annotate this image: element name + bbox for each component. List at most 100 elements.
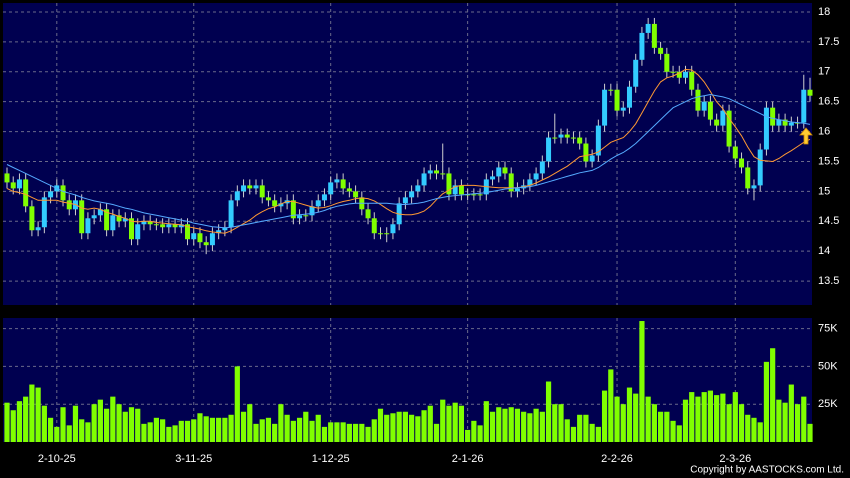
candle-body — [683, 71, 689, 78]
volume-bar — [458, 405, 465, 442]
volume-bar — [620, 404, 626, 442]
volume-bar — [41, 405, 47, 442]
volume-bar — [527, 413, 533, 442]
volume-bar — [290, 420, 296, 442]
candle-body — [434, 170, 440, 174]
x-tick-label: 2-1-26 — [452, 453, 484, 465]
volume-bar — [240, 411, 247, 442]
volume-bar — [409, 414, 415, 442]
volume-bar — [4, 402, 10, 442]
volume-bar — [608, 369, 614, 442]
candle-body — [353, 191, 359, 198]
candle-body — [614, 89, 620, 111]
candle-body — [315, 200, 321, 207]
candle-body — [589, 155, 595, 162]
volume-bar — [421, 410, 427, 442]
candle-body — [272, 200, 278, 207]
volume-bar — [47, 417, 54, 442]
volume-bar — [477, 425, 483, 442]
candle-body — [739, 158, 745, 168]
candle-body — [645, 23, 651, 33]
candle-body — [564, 134, 570, 138]
candle-body — [23, 179, 29, 207]
volume-bar — [589, 423, 595, 442]
volume-bar — [514, 408, 521, 442]
volume-bar — [757, 422, 763, 442]
candle-body — [695, 89, 701, 111]
candle-body — [602, 89, 608, 126]
candle-body — [763, 107, 769, 150]
volume-bar — [122, 411, 128, 442]
candle-body — [303, 215, 309, 217]
candle-body — [427, 170, 433, 174]
volume-bar — [60, 407, 66, 442]
candle-body — [477, 194, 483, 196]
candle-body — [795, 122, 801, 124]
volume-bar — [184, 420, 191, 442]
candle-body — [209, 233, 215, 246]
volume-bar — [763, 361, 770, 442]
volume-bar — [446, 405, 452, 442]
candle-body — [595, 125, 601, 156]
candle-body — [160, 224, 166, 228]
candle-body — [153, 224, 159, 226]
volume-bar — [433, 423, 440, 442]
volume-bar — [147, 422, 153, 442]
volume-bar — [682, 399, 689, 442]
volume-bar — [396, 411, 402, 442]
volume-bar — [203, 416, 209, 442]
candle-body — [701, 101, 707, 111]
moving-average-line — [6, 68, 811, 234]
volume-bar — [489, 411, 496, 442]
candle-body — [390, 224, 396, 234]
candle-body — [259, 185, 265, 198]
price-panel — [3, 3, 812, 305]
candle-body — [191, 233, 197, 240]
candle-body — [85, 218, 91, 234]
candle-body — [533, 173, 539, 180]
volume-bar — [371, 419, 377, 442]
candle-body — [458, 185, 464, 195]
volume-bar — [359, 423, 365, 442]
volume-bar — [272, 423, 278, 442]
volume-bar — [141, 423, 147, 442]
volume-bar — [658, 411, 664, 442]
volume-bar — [558, 404, 564, 442]
candle-body — [440, 173, 446, 175]
candle-body — [402, 197, 408, 204]
volume-bar — [209, 417, 216, 442]
volume-bar — [321, 426, 328, 442]
candle-body — [720, 110, 726, 126]
candle-body — [197, 233, 203, 243]
volume-bar — [166, 426, 172, 442]
candle-body — [527, 179, 533, 186]
candle-body — [608, 89, 614, 91]
candle-body — [185, 224, 191, 240]
volume-bar — [16, 401, 23, 442]
volume-bar — [390, 413, 396, 442]
candle-body — [546, 137, 552, 162]
volume-bar — [689, 392, 695, 442]
volume-bar — [601, 390, 608, 442]
volume-bar — [502, 408, 508, 442]
candle-body — [707, 101, 713, 120]
volume-bar — [782, 402, 788, 442]
candle-body — [745, 167, 751, 189]
candle-body — [577, 137, 583, 144]
volume-bar — [303, 411, 309, 442]
candle-body — [421, 173, 427, 186]
candle-body — [409, 191, 415, 198]
candle-body — [60, 185, 66, 201]
candle-body — [234, 191, 240, 201]
candle-body — [714, 119, 720, 126]
volume-bar — [259, 419, 265, 442]
volume-bar — [415, 416, 421, 442]
volume-bar — [552, 404, 558, 442]
candle-body — [222, 227, 228, 231]
x-tick-label: 2-10-25 — [38, 453, 76, 465]
candle-body — [770, 107, 776, 126]
candle-body — [116, 215, 122, 222]
volume-bar — [521, 411, 527, 442]
